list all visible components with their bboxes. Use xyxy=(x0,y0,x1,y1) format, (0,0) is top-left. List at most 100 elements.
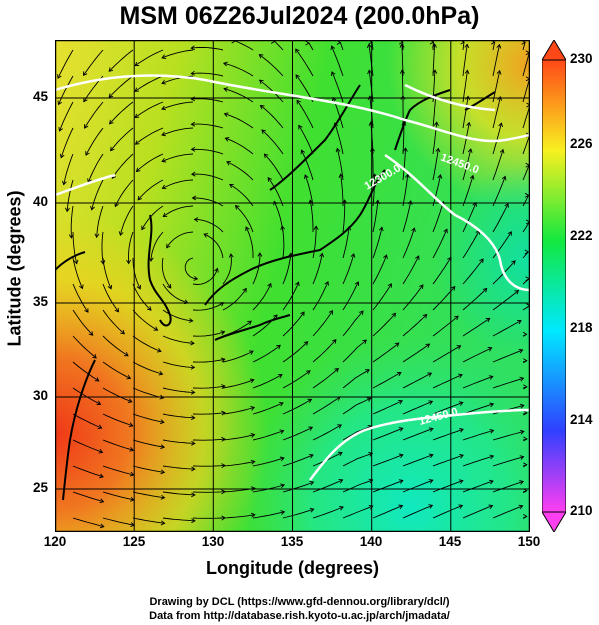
streamline-arrowhead xyxy=(338,478,344,484)
streamline-arrowhead xyxy=(365,369,370,374)
streamline-arrowhead xyxy=(467,148,473,153)
streamline-arrowhead xyxy=(250,432,256,438)
streamline-arrowhead xyxy=(267,176,273,182)
streamline xyxy=(432,257,452,285)
streamline xyxy=(85,127,104,156)
streamline-arrowhead xyxy=(402,147,408,152)
streamline-arrowhead xyxy=(391,312,397,318)
streamline xyxy=(492,377,524,389)
streamline-arrowhead xyxy=(368,478,374,484)
streamline xyxy=(296,100,314,129)
streamline-arrowhead xyxy=(456,345,462,350)
streamline xyxy=(58,75,74,105)
streamline-arrowhead xyxy=(519,480,525,485)
streamline-arrowhead xyxy=(519,376,525,382)
streamline xyxy=(342,310,364,337)
streamline xyxy=(371,147,374,181)
streamline xyxy=(372,342,400,363)
streamline xyxy=(192,412,225,415)
streamline-arrowhead xyxy=(367,69,373,75)
streamline-arrowhead xyxy=(479,258,484,264)
streamline-arrowhead xyxy=(190,340,195,346)
streamline xyxy=(72,335,97,359)
streamline-arrowhead xyxy=(368,452,374,457)
streamline-arrowhead xyxy=(259,104,265,110)
streamline-arrowhead xyxy=(190,45,195,51)
streamline xyxy=(462,148,472,181)
streamline-arrowhead xyxy=(161,131,166,137)
streamline-arrowhead xyxy=(280,225,286,231)
streamline xyxy=(102,257,112,289)
streamline-arrowhead xyxy=(428,479,434,484)
streamline-arrowhead xyxy=(280,510,286,515)
streamline-arrowhead xyxy=(398,453,404,459)
streamline-arrowhead xyxy=(220,330,226,335)
streamline-arrowhead xyxy=(499,148,505,154)
colorbar-tick-label: 210 xyxy=(570,503,593,518)
streamline-arrowhead xyxy=(126,374,132,380)
streamline-arrowhead xyxy=(193,217,199,222)
streamline-arrowhead xyxy=(270,40,276,44)
streamline-arrowhead xyxy=(127,398,133,403)
streamline xyxy=(402,454,434,467)
streamline-arrowhead xyxy=(146,306,152,311)
streamline-arrowhead xyxy=(458,401,464,406)
streamline-arrowhead xyxy=(514,290,520,295)
streamline xyxy=(312,368,339,389)
streamline xyxy=(235,40,254,51)
streamline xyxy=(372,479,403,493)
y-tick-label: 35 xyxy=(32,294,48,309)
streamline xyxy=(282,370,311,389)
streamline-arrowhead xyxy=(245,226,250,232)
streamline xyxy=(194,218,224,233)
streamline-arrowhead xyxy=(366,397,372,402)
streamline xyxy=(492,96,501,129)
streamline xyxy=(84,101,104,129)
streamline-arrowhead xyxy=(428,504,434,509)
streamline xyxy=(282,508,314,519)
streamline xyxy=(63,153,74,185)
streamline xyxy=(101,231,104,264)
streamline xyxy=(402,284,424,311)
streamline xyxy=(166,231,194,249)
streamline xyxy=(162,179,194,189)
streamline xyxy=(402,504,433,519)
streamline xyxy=(282,426,313,441)
streamline xyxy=(72,491,104,503)
streamline xyxy=(492,480,524,493)
streamline xyxy=(492,456,524,467)
streamline xyxy=(492,231,512,259)
streamline xyxy=(72,465,104,478)
streamline xyxy=(192,385,225,389)
streamline-arrowhead xyxy=(308,426,314,431)
streamline xyxy=(298,125,314,155)
streamline xyxy=(225,137,254,155)
streamline xyxy=(259,54,284,77)
streamline-arrowhead xyxy=(276,344,281,350)
streamline-arrowhead xyxy=(190,121,196,127)
streamline xyxy=(134,49,164,66)
streamline xyxy=(312,310,333,337)
streamline xyxy=(102,361,131,379)
streamline-arrowhead xyxy=(161,54,167,60)
streamline-arrowhead xyxy=(331,339,337,344)
coastlines xyxy=(55,84,496,501)
streamline xyxy=(492,42,496,51)
streamline-arrowhead xyxy=(248,350,254,355)
streamline-arrowhead xyxy=(459,427,464,433)
streamline-arrowhead xyxy=(114,307,120,313)
streamline xyxy=(368,44,374,77)
streamline xyxy=(372,312,396,337)
streamline-arrowhead xyxy=(123,352,129,357)
streamline-arrowhead xyxy=(258,79,264,85)
streamline-arrowhead xyxy=(387,283,392,288)
streamline-arrowhead xyxy=(135,167,141,173)
streamline xyxy=(252,344,281,363)
streamline-arrowhead xyxy=(354,281,360,287)
streamline xyxy=(402,343,430,363)
streamline xyxy=(492,149,504,181)
streamline-arrowhead xyxy=(223,87,229,92)
streamline-arrowhead xyxy=(257,252,263,257)
streamline-arrowhead xyxy=(507,231,512,236)
streamline xyxy=(72,439,103,453)
